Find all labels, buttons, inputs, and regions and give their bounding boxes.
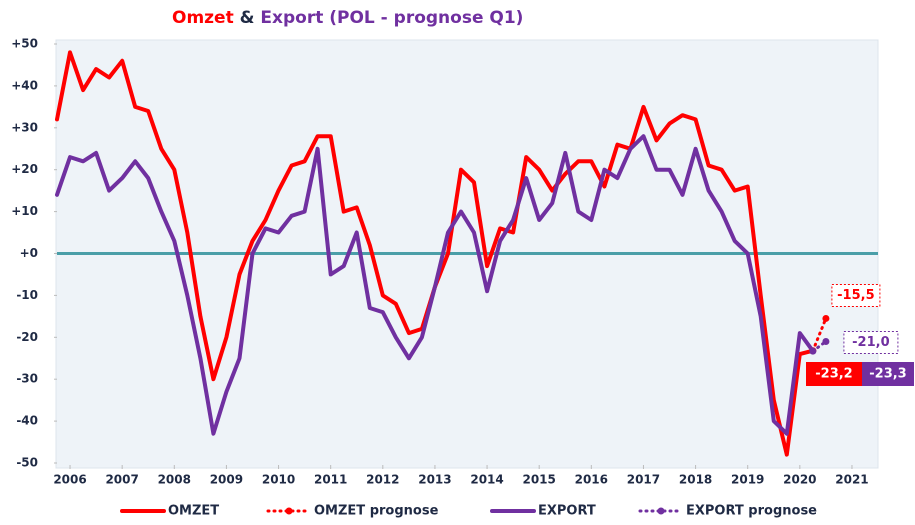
- point: [822, 337, 830, 345]
- line-series: [811, 316, 828, 353]
- x-tick-label: 2017: [627, 473, 660, 487]
- x-tick-label: 2019: [731, 473, 764, 487]
- y-tick-label: -20: [16, 330, 38, 344]
- x-tick-label: 2009: [210, 473, 243, 487]
- x-tick-label: 2011: [314, 473, 347, 487]
- label-box: [843, 330, 899, 354]
- title-part: Omzet: [172, 8, 234, 28]
- x-tick-label: 2016: [575, 473, 608, 487]
- x-tick-label: 2010: [262, 473, 295, 487]
- legend-marker: [657, 507, 665, 515]
- legend-label: EXPORT prognose: [686, 504, 817, 519]
- chart-title: Omzet & Export (POL - prognose Q1): [172, 8, 523, 28]
- value-label: -23,3: [869, 367, 906, 382]
- x-tick-label: 2014: [470, 473, 503, 487]
- label-box: [831, 283, 881, 307]
- line-series: [55, 134, 815, 436]
- x-tick-label: 2020: [783, 473, 816, 487]
- y-tick-label: +0: [20, 246, 38, 260]
- label-box: [862, 362, 914, 386]
- title-part: (POL - prognose Q1): [329, 8, 523, 28]
- y-tick-label: +20: [11, 162, 38, 176]
- point: [809, 347, 817, 355]
- x-tick-label: 2008: [158, 473, 191, 487]
- y-tick-label: +50: [11, 37, 38, 51]
- legend-marker: [285, 507, 293, 515]
- x-tick-label: 2015: [522, 473, 555, 487]
- y-tick-label: -50: [16, 456, 38, 470]
- value-label: -21,0: [852, 335, 889, 350]
- y-tick-label: +30: [11, 120, 38, 134]
- point: [822, 314, 830, 322]
- value-label: -23,2: [815, 367, 852, 382]
- x-tick-label: 2012: [366, 473, 399, 487]
- title-part: &: [240, 8, 255, 28]
- legend-label: OMZET prognose: [314, 504, 439, 519]
- x-tick-label: 2007: [105, 473, 138, 487]
- legend-label: OMZET: [168, 504, 219, 519]
- x-tick-label: 2018: [679, 473, 712, 487]
- y-tick-label: +10: [11, 204, 38, 218]
- y-tick-label: +40: [11, 78, 38, 92]
- value-label: -15,5: [837, 288, 874, 303]
- x-tick-label: 2013: [418, 473, 451, 487]
- y-tick-label: -40: [16, 414, 38, 428]
- y-tick-label: -30: [16, 372, 38, 386]
- legend-label: EXPORT: [538, 504, 596, 519]
- label-box: [806, 362, 862, 386]
- x-tick-label: 2006: [53, 473, 86, 487]
- x-tick-label: 2021: [835, 473, 868, 487]
- title-part: Export: [260, 8, 323, 28]
- y-tick-label: -10: [16, 288, 38, 302]
